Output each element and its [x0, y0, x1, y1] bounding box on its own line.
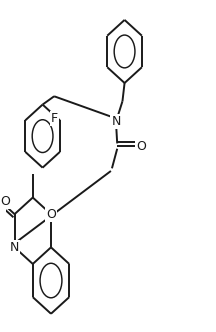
Text: N: N — [111, 115, 121, 128]
Text: O: O — [0, 195, 10, 208]
Text: F: F — [51, 112, 58, 125]
Text: O: O — [136, 139, 146, 153]
Text: N: N — [10, 241, 19, 254]
Text: O: O — [46, 208, 56, 221]
